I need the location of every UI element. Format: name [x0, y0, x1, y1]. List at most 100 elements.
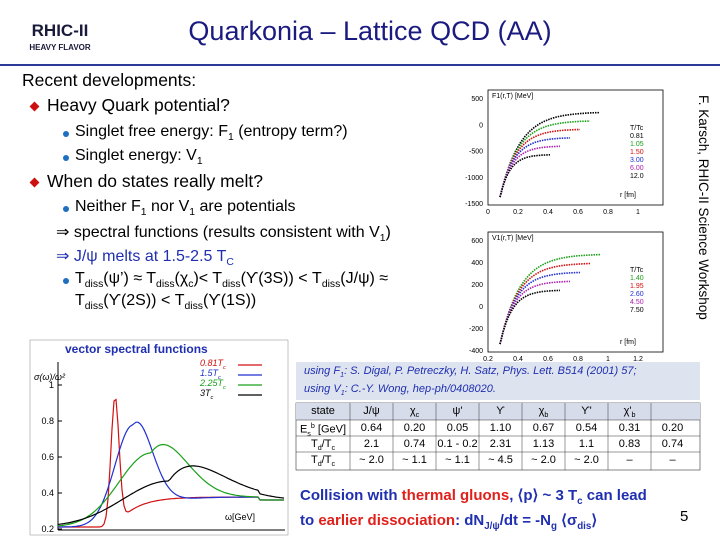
- x-tick-label: 1: [636, 209, 640, 216]
- text-run: c: [218, 374, 221, 381]
- y-tick-label: 500: [471, 96, 483, 103]
- bullet-text: Singlet energy: V1: [75, 147, 203, 167]
- text-run: using F: [304, 365, 341, 377]
- text-run: χ': [623, 405, 632, 417]
- text-run: to: [300, 512, 319, 529]
- bullet-marker: [63, 155, 69, 161]
- bullet-marker: [29, 101, 40, 112]
- text-run: T: [75, 292, 85, 309]
- text-run: ⟨σ: [556, 512, 578, 529]
- bullet-text: Singlet free energy: F1 (entropy term?): [75, 123, 348, 143]
- footer-line: to earlier dissociation: dNJ/ψ/dt = -Ng …: [300, 511, 647, 532]
- legend-label: 6.00: [630, 165, 644, 172]
- text-run: c: [210, 394, 214, 401]
- y-tick-label: 0: [479, 122, 483, 129]
- text-run: diss: [84, 279, 104, 291]
- table-cell: 0.83: [618, 438, 641, 450]
- legend-label: 7.50: [630, 307, 644, 314]
- bullet-text: Tdiss(ψ’) ≈ Tdiss(χc)< Tdiss(ϒ(3S)) < Td…: [75, 270, 388, 290]
- y-tick-label: -200: [469, 326, 483, 333]
- footer: Collision with thermal gluons, ⟨p⟩ ~ 3 T…: [300, 486, 647, 536]
- text-run: (J/ψ) ≈: [340, 270, 389, 287]
- axis-label: r [fm]: [620, 339, 636, 346]
- text-run: b: [631, 411, 636, 420]
- text-run: c: [223, 384, 226, 391]
- curve: [499, 289, 561, 345]
- curve: [57, 443, 284, 527]
- x-tick-label: 1: [606, 356, 610, 363]
- table-cell: 0.74: [661, 438, 684, 450]
- text-run: c: [577, 496, 583, 507]
- bullet-marker: [63, 206, 69, 212]
- curve: [499, 262, 591, 345]
- text-run: b: [310, 422, 315, 430]
- x-tick-label: 0.8: [573, 356, 583, 363]
- table-cell: 2.31: [489, 438, 512, 450]
- table-cell: ~ 1.1: [445, 454, 470, 466]
- curve: [499, 154, 551, 198]
- text-run: T: [75, 270, 85, 287]
- text-run: diss: [184, 301, 203, 313]
- curve: [499, 280, 571, 345]
- table-cell: Td/Tc: [296, 454, 350, 468]
- curve: [499, 137, 571, 198]
- legend-label: 1.95: [630, 283, 644, 290]
- bullet-text: Tdiss(ϒ(2S)) < Tdiss(ϒ(1S)): [75, 292, 256, 312]
- legend-label: 0.81: [630, 133, 644, 140]
- bullet-text: ⇒ J/ψ melts at 1.5-2.5 TC: [56, 246, 234, 268]
- y-tick-label: 400: [471, 260, 483, 267]
- text-run: 2.25T: [200, 378, 224, 388]
- table-cell: 0.64: [360, 422, 383, 434]
- table-cell: ψ': [452, 405, 463, 417]
- table-header-bg: [296, 403, 700, 420]
- text-run: 1: [140, 207, 147, 219]
- y-tick-label: 1: [49, 380, 54, 390]
- text-run: diss: [321, 279, 341, 291]
- legend-label: 4.50: [630, 299, 644, 306]
- text-run: /T: [321, 438, 332, 450]
- text-run: Heavy Quark potential?: [47, 95, 230, 115]
- text-run: 1: [227, 132, 234, 144]
- legend-title: T/Tc: [630, 125, 644, 132]
- table-cell: J/ψ: [363, 405, 380, 417]
- logo: RHIC-II: [32, 21, 89, 40]
- plot-frame: [487, 231, 664, 353]
- text-run: ⟩: [591, 512, 598, 529]
- bullet-marker: [29, 177, 40, 188]
- table-cell: ~ 2.0: [359, 454, 384, 466]
- text-run: Singlet energy: V: [75, 147, 197, 164]
- text-run: : C.-Y. Wong, hep-ph/0408020.: [344, 383, 496, 395]
- plot-frame: [487, 89, 664, 206]
- y-tick-label: 0.4: [41, 488, 54, 498]
- table-cell: 0.05: [446, 422, 469, 434]
- table-cell: 0.54: [575, 422, 598, 434]
- text-run: c: [331, 460, 336, 469]
- table-cell: ~ 1.1: [402, 454, 427, 466]
- text-run: When do states really melt?: [47, 171, 263, 191]
- curve: [499, 253, 601, 345]
- legend-label: 1.50: [630, 149, 644, 156]
- table-cell: 0.67: [532, 422, 555, 434]
- curve: [499, 145, 561, 198]
- table-cell: ~ 2.0: [574, 454, 599, 466]
- text-run: are potentials: [195, 198, 296, 215]
- table-cell: 1.13: [532, 438, 555, 450]
- axis-label: F1(r,T) [MeV]: [492, 93, 533, 100]
- page-number: 5: [680, 508, 689, 525]
- text-run: (ψ’) ≈ T: [103, 270, 157, 287]
- text-run: dis: [577, 521, 592, 532]
- table-cell: ~ 4.5: [488, 454, 513, 466]
- axis-label: ω[GeV]: [225, 512, 255, 522]
- text-run: χ: [409, 405, 416, 417]
- curve: [499, 111, 601, 198]
- y-tick-label: 600: [471, 238, 483, 245]
- y-tick-label: 200: [471, 282, 483, 289]
- legend-label: 2.60: [630, 291, 644, 298]
- table-cell: ~ 2.0: [531, 454, 556, 466]
- footer-line: Collision with thermal gluons, ⟨p⟩ ~ 3 T…: [300, 486, 647, 507]
- text-run: s: [307, 429, 311, 438]
- text-run: earlier dissociation: [318, 512, 456, 529]
- text-run: /T: [321, 454, 332, 466]
- curve: [57, 465, 285, 526]
- bullet-marker: [63, 278, 69, 284]
